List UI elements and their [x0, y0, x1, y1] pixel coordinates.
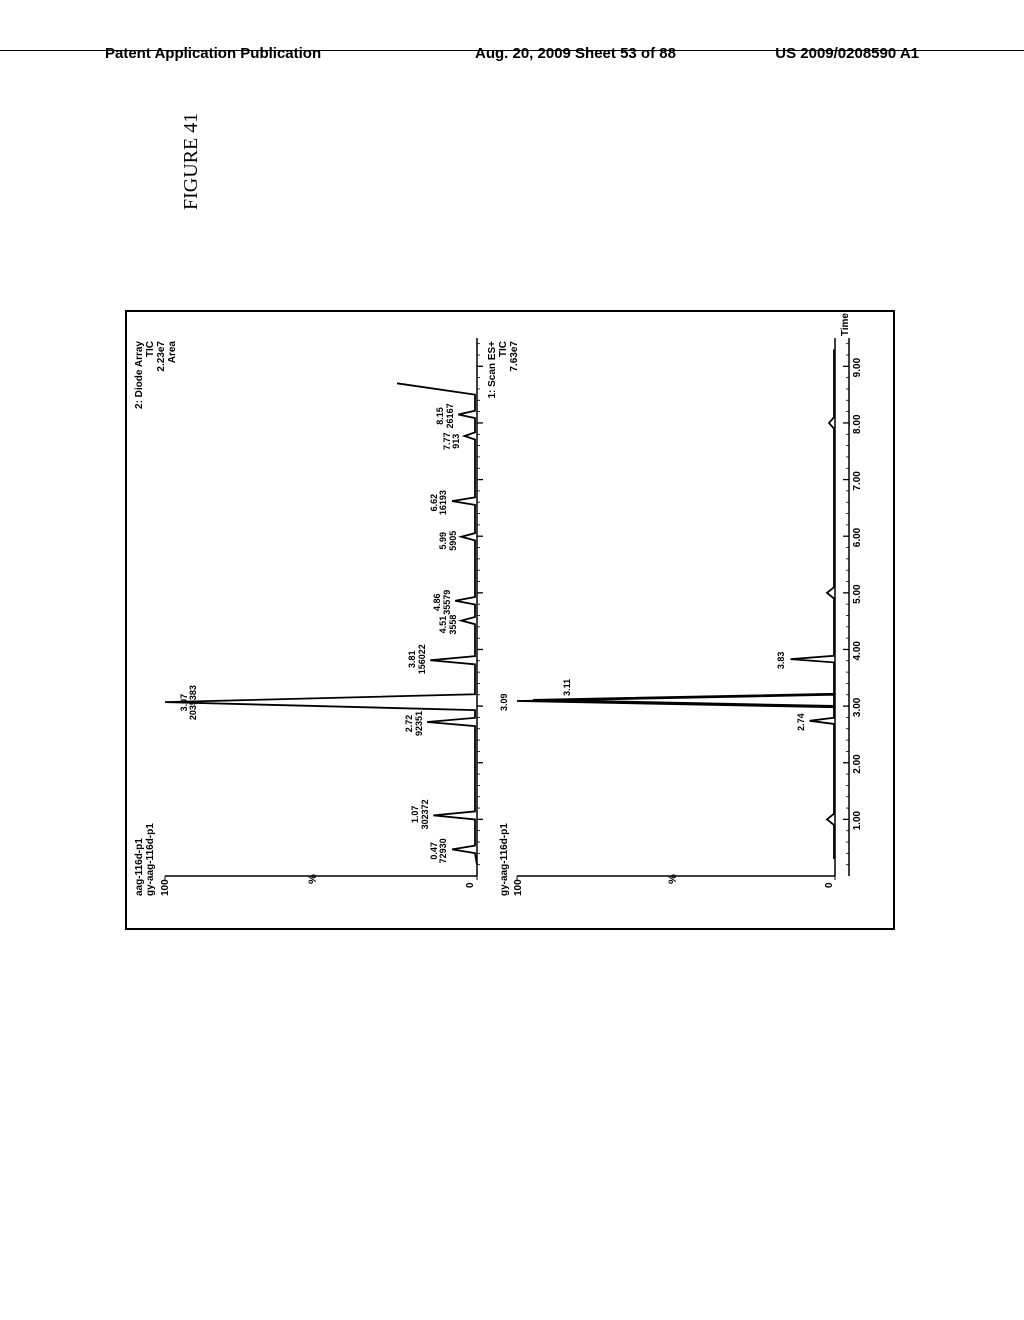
- peak-label: 8.1526167: [436, 403, 455, 428]
- x-tick-label: 7.00: [852, 471, 863, 490]
- x-tick-label: 8.00: [852, 414, 863, 433]
- scan-es-panel: gy-aag-116d-p1 1: Scan ES+ TIC 7.63e7 10…: [497, 338, 857, 898]
- x-tick-label: 3.00: [852, 698, 863, 717]
- header-right: US 2009/0208590 A1: [775, 45, 919, 62]
- peak-label: 4.8635579: [433, 590, 452, 615]
- chart-inner: aag-116d-p1 gy-aag-116d-p1 2: Diode Arra…: [127, 312, 893, 928]
- peak-label: 3.072035383: [180, 685, 199, 720]
- peak-label: 0.4772930: [430, 838, 449, 863]
- peak-label: 3.81156022: [408, 644, 427, 674]
- peak-label: 1.07302372: [411, 799, 430, 829]
- x-ticks-top: [477, 344, 483, 865]
- x-tick-label: 9.00: [852, 358, 863, 377]
- diode-array-panel: aag-116d-p1 gy-aag-116d-p1 2: Diode Arra…: [132, 338, 482, 898]
- peak-label: 7.77913: [443, 432, 462, 450]
- x-tick-label: 6.00: [852, 528, 863, 547]
- header-mid: Aug. 20, 2009 Sheet 53 of 88: [475, 45, 676, 62]
- figure-caption: FIGURE 41: [180, 113, 203, 210]
- x-tick-label: 5.00: [852, 584, 863, 603]
- peak-label: 3.11: [563, 679, 572, 696]
- peak-label: 5.995905: [439, 531, 458, 551]
- chromatogram-frame: aag-116d-p1 gy-aag-116d-p1 2: Diode Arra…: [125, 310, 895, 930]
- peak-label: 4.513558: [439, 615, 458, 635]
- x-tick-label: 1.00: [852, 811, 863, 830]
- page-header: Patent Application Publication Aug. 20, …: [0, 45, 1024, 51]
- bottom-trace-svg: [497, 338, 857, 898]
- x-tick-label: 2.00: [852, 754, 863, 773]
- header-left: Patent Application Publication: [105, 45, 321, 62]
- scan-es-trace: [517, 349, 834, 859]
- peak-label: 2.7292351: [405, 711, 424, 736]
- peak-label: 2.74: [797, 713, 806, 731]
- x-ticks-bottom: [843, 344, 849, 865]
- diode-array-trace: [165, 383, 477, 864]
- time-axis-label: Time: [840, 313, 851, 336]
- peak-label: 3.83: [777, 652, 786, 670]
- peak-label: 6.6216193: [430, 490, 449, 515]
- x-tick-label: 4.00: [852, 641, 863, 660]
- peak-label: 3.09: [500, 693, 509, 711]
